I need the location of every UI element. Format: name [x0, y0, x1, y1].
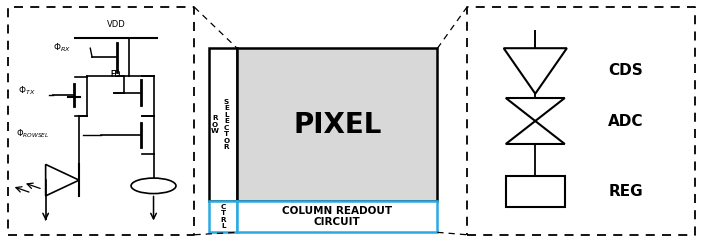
- Bar: [237, 201, 437, 232]
- Text: FD: FD: [111, 70, 121, 79]
- Text: S
E
L
E
C
T
O
R: S E L E C T O R: [223, 99, 230, 150]
- Text: FD: FD: [110, 70, 120, 79]
- Bar: [209, 201, 237, 232]
- Circle shape: [131, 178, 176, 194]
- Text: VDD: VDD: [107, 21, 126, 30]
- Bar: [505, 176, 564, 207]
- Bar: [209, 48, 237, 201]
- Bar: [237, 48, 437, 201]
- Text: CDS: CDS: [608, 63, 643, 78]
- Text: $\Phi_{ROWSEL}$: $\Phi_{ROWSEL}$: [16, 127, 49, 140]
- Text: R
O
W: R O W: [211, 115, 219, 134]
- Text: C
T
R
L: C T R L: [220, 204, 226, 229]
- Text: COLUMN READOUT
CIRCUIT: COLUMN READOUT CIRCUIT: [282, 206, 392, 227]
- Text: ADC: ADC: [608, 113, 644, 129]
- Text: REG: REG: [608, 184, 643, 199]
- Text: $\Phi_{RX}$: $\Phi_{RX}$: [53, 42, 71, 54]
- Text: PIXEL: PIXEL: [293, 111, 381, 139]
- Text: $\Phi_{TX}$: $\Phi_{TX}$: [18, 84, 35, 97]
